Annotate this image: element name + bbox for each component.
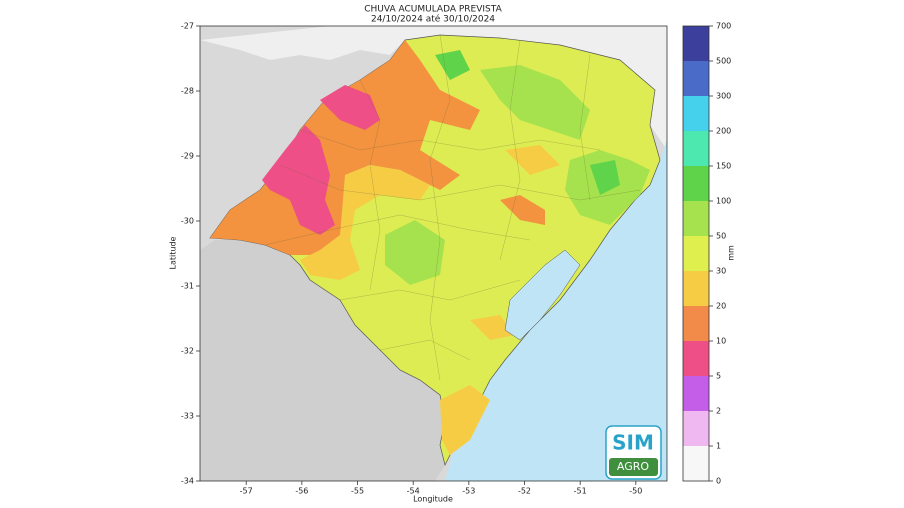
colorbar-tick-label: 20 [716,302,726,311]
y-tick-label: -34 [181,477,194,486]
x-axis-label: Longitude [413,495,453,504]
y-tick-label: -33 [181,412,194,421]
x-tick-label: -50 [629,487,642,496]
colorbar-tick-label: 200 [716,127,731,136]
colorbar-tick-label: 0 [716,477,721,486]
rain-50-patch [480,65,590,140]
ocean [445,140,667,481]
colorbar-tick-label: 10 [716,337,726,346]
axes-frame [199,25,668,482]
colorbar-segment [683,446,709,481]
rain-30-patch [300,165,430,280]
colorbar-tick-label: 50 [716,232,726,241]
logo: SIM AGRO [605,425,662,480]
logo-top: SIM [612,431,654,455]
colorbar-segment [683,411,709,446]
colorbar-segment [683,271,709,306]
colorbar-segment [683,236,709,271]
y-tick-label: -31 [181,282,194,291]
lagoon [504,249,581,341]
land-uruguay [200,240,445,481]
colorbar-segment [683,376,709,411]
colorbar-tick-label: 5 [716,372,721,381]
rain-100-patch [435,50,620,195]
colorbar-tick-label: 700 [716,22,731,31]
colorbar-segment [683,61,709,96]
colorbar-unit: mm [727,245,736,261]
rain-30-patch [505,145,560,175]
x-tick-label: -52 [518,487,531,496]
x-tick-label: -55 [351,487,364,496]
y-tick-label: -30 [181,217,194,226]
colorbar-tick-label: 2 [716,407,721,416]
x-tick-label: -51 [574,487,587,496]
x-tick-label: -57 [240,487,253,496]
land-north [200,26,667,150]
rain-30-patch [440,315,515,455]
colorbar-segment [683,131,709,166]
colorbar-tick-label: 100 [716,197,731,206]
colorbar-segment [683,306,709,341]
colorbar-segment [683,201,709,236]
colorbar-tick-label: 30 [716,267,726,276]
colorbar-segment [683,96,709,131]
y-tick-label: -32 [181,347,194,356]
y-tick-label: -28 [181,87,194,96]
title: CHUVA ACUMULADA PREVISTA [364,5,502,15]
y-axis-label: Latitude [169,236,178,269]
x-tick-label: -54 [407,487,420,496]
colorbar-tick-label: 150 [716,162,731,171]
logo-bottom: AGRO [617,460,649,473]
map-area [200,26,667,481]
rain-20-patch [500,195,545,225]
y-tick-label: -29 [181,152,194,161]
x-tick-label: -53 [462,487,475,496]
logo-band [609,458,658,476]
rain-10-patch [320,85,380,130]
colorbar-tick-label: 500 [716,57,731,66]
x-tick-label: -56 [295,487,308,496]
colorbar-frame [682,25,710,482]
y-tick-label: -27 [181,22,194,31]
rain-10-patch [262,125,335,235]
subtitle: 24/10/2024 até 30/10/2024 [371,14,495,25]
colorbar-tick-label: 300 [716,92,731,101]
rain-50-patch [385,220,445,285]
colorbar-segment [683,341,709,376]
colorbar-segment [683,166,709,201]
colorbar-segment [683,26,709,61]
rain-20-patch [210,40,480,255]
colorbar-tick-label: 1 [716,442,721,451]
